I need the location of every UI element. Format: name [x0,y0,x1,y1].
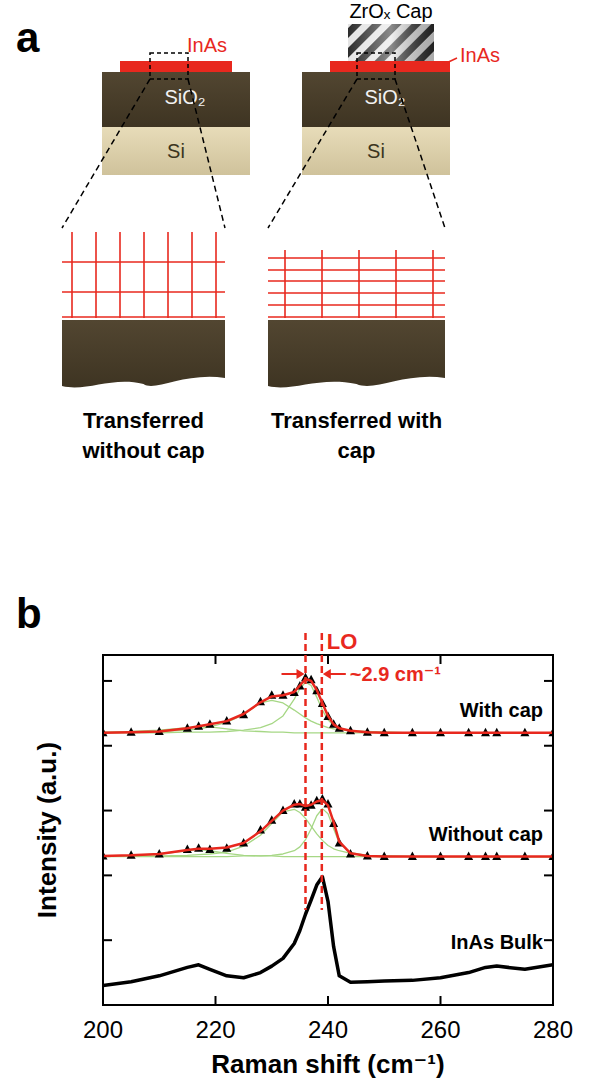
x-tick [440,996,442,1005]
lattice-line [62,316,225,318]
plot-data [103,673,553,986]
lattice-line [268,257,445,259]
x-tick-label: 240 [308,1016,348,1043]
cap-label: ZrOₓ Cap [349,0,432,22]
y-tick [544,745,553,747]
lattice-line [95,232,97,318]
lattice-line [284,250,286,318]
zoom-box [357,53,395,79]
x-tick-label: 220 [195,1016,235,1043]
oxide-layer [302,72,450,127]
panel-letter: a [16,14,40,61]
leader-line [442,58,457,65]
caption: Transferred withcap [271,408,442,463]
zoom-line [268,79,357,228]
film-layer [330,61,450,72]
lo-line [321,633,324,910]
lattice-line [62,291,225,293]
substrate-label: Si [167,140,185,162]
y-tick [544,874,553,876]
substrate-layer [102,127,250,175]
lattice [62,232,225,318]
series-line [103,682,553,733]
caption: Transferredwithout cap [81,408,204,463]
x-tick-label: 280 [533,1016,573,1043]
oxide-label: SiO₂ [364,86,405,108]
film-layer [120,61,232,72]
film-label: InAs [187,34,227,56]
x-tick [552,655,554,664]
zoom-box [150,53,188,79]
series-points [103,794,553,860]
lattice-line [191,232,193,318]
arrow-head [297,669,305,679]
x-tick [327,655,329,664]
lo-line [304,633,307,910]
x-tick [215,655,217,664]
series-line [103,809,553,856]
y-tick [544,680,553,682]
substrate-label: Si [367,140,385,162]
zoom-line [62,79,150,228]
lattice-line [268,316,445,318]
lattice-line [143,232,145,318]
series-label: With cap [460,699,543,721]
arrow-head [323,669,331,679]
oxide-label: SiO₂ [164,86,205,108]
annotation: ~2.9 cm⁻¹ [350,663,442,685]
film-label: InAs [460,44,500,66]
y-tick [103,939,112,941]
x-axis-title: Raman shift (cm⁻¹) [211,1049,444,1079]
y-tick [103,745,112,747]
lattice-line [215,232,217,318]
series-label: InAs Bulk [451,931,544,953]
lattice-line [321,250,323,318]
lattice-line [268,292,445,294]
cap-shade [348,24,434,61]
arrow [329,673,346,675]
zoom-line [395,79,445,228]
oxide-layer [102,72,250,127]
lattice-line [167,232,169,318]
y-tick [103,680,112,682]
series-line [103,809,553,857]
plot-frame [103,655,553,1005]
series-line [103,679,553,733]
x-tick [215,996,217,1005]
series-line [103,800,553,856]
arrow [282,673,299,675]
y-tick [544,939,553,941]
zoom-line [188,79,225,228]
lattice-line [62,261,225,263]
x-tick-label: 260 [420,1016,460,1043]
cap-layer [348,24,434,61]
lattice [268,250,445,318]
lattice-line [395,250,397,318]
zoom-oxide [268,320,445,387]
y-tick [103,874,112,876]
x-tick-label: 200 [83,1016,123,1043]
y-tick [103,810,112,812]
x-tick [327,996,329,1005]
x-tick [102,655,104,664]
series-line [103,877,553,986]
lattice-line [71,232,73,318]
y-axis-title: Intensity (a.u.) [32,742,62,918]
lattice-line [268,304,445,306]
lattice-line [432,250,434,318]
lattice-line [119,232,121,318]
lattice-line [268,269,445,271]
panel-letter: b [16,590,42,637]
lattice-line [268,280,445,282]
figure: a InAs SiO₂ Si Transferredwithout cap ZrOₓ Ca… [0,0,606,1085]
lattice-line [358,250,360,318]
zoom-oxide [62,320,225,387]
series-points [103,673,553,737]
x-tick [102,996,104,1005]
x-tick [552,996,554,1005]
series-label: Without cap [429,823,543,845]
annotation: LO [327,629,358,654]
y-tick [544,810,553,812]
